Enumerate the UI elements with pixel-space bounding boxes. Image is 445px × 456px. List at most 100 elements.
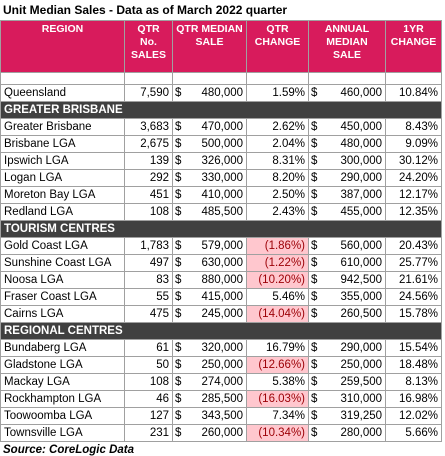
sales-cell: 292	[124, 169, 173, 187]
sales-cell: 55	[124, 288, 173, 306]
sales-cell: 61	[124, 339, 173, 357]
region-cell: Ipswich LGA	[0, 152, 125, 170]
currency-cell: $	[172, 407, 185, 425]
qtr-median-cell: 245,000	[184, 305, 248, 323]
annual-change-cell: 30.12%	[385, 152, 443, 170]
qtr-median-cell: 500,000	[184, 135, 248, 153]
currency-cell: $	[308, 169, 321, 187]
qtr-median-cell: 274,000	[184, 373, 248, 391]
annual-change-cell: 12.35%	[385, 203, 443, 221]
annual-median-cell: 290,000	[320, 169, 387, 187]
header-cell: ANNUAL MEDIAN SALE	[308, 20, 387, 73]
region-cell: Queensland	[0, 84, 125, 102]
header-cell: QTR No. SALES	[124, 20, 173, 73]
sales-cell: 108	[124, 373, 173, 391]
currency-cell: $	[172, 203, 185, 221]
header-cell: REGION	[0, 20, 125, 73]
qtr-change-cell: (10.34%)	[246, 424, 310, 442]
currency-cell: $	[308, 407, 321, 425]
qtr-change-cell: (10.20%)	[246, 271, 310, 289]
qtr-median-cell: 326,000	[184, 152, 248, 170]
annual-change-cell: 15.54%	[385, 339, 443, 357]
qtr-change-cell: (12.66%)	[246, 356, 310, 374]
currency-cell: $	[308, 390, 321, 408]
sales-cell: 50	[124, 356, 173, 374]
annual-change-cell: 24.20%	[385, 169, 443, 187]
sales-cell: 127	[124, 407, 173, 425]
data-row: Rockhampton LGA 46 $285,500 (16.03%) $310,00…	[0, 390, 443, 408]
currency-cell: $	[172, 169, 185, 187]
annual-median-cell: 300,000	[320, 152, 387, 170]
qtr-median-cell: 330,000	[184, 169, 248, 187]
region-cell: Townsville LGA	[0, 424, 125, 442]
region-cell: Rockhampton LGA	[0, 390, 125, 408]
data-row: Queensland 7,590 $480,000 1.59% $460,000 10.8…	[0, 84, 443, 102]
data-row: Bundaberg LGA 61 $320,000 16.79% $290,000 15.…	[0, 339, 443, 357]
currency-cell: $	[308, 118, 321, 136]
sales-cell: 231	[124, 424, 173, 442]
header-cell: QTR CHANGE	[246, 20, 310, 73]
annual-median-cell: 560,000	[320, 237, 387, 255]
currency-cell: $	[172, 84, 185, 102]
data-row: Fraser Coast LGA 55 $415,000 5.46% $355,000 2…	[0, 288, 443, 306]
sales-cell: 2,675	[124, 135, 173, 153]
annual-change-cell: 24.56%	[385, 288, 443, 306]
table-title: Unit Median Sales - Data as of March 202…	[3, 3, 288, 17]
qtr-median-cell: 579,000	[184, 237, 248, 255]
sales-cell: 7,590	[124, 84, 173, 102]
currency-cell: $	[308, 373, 321, 391]
region-cell: Toowoomba LGA	[0, 407, 125, 425]
currency-cell: $	[172, 339, 185, 357]
currency-cell: $	[172, 373, 185, 391]
annual-median-cell: 319,250	[320, 407, 387, 425]
qtr-median-cell: 320,000	[184, 339, 248, 357]
qtr-change-cell: 8.31%	[246, 152, 310, 170]
annual-change-cell: 9.09%	[385, 135, 443, 153]
currency-cell: $	[308, 186, 321, 204]
qtr-median-cell: 415,000	[184, 288, 248, 306]
qtr-change-cell: (1.86%)	[246, 237, 310, 255]
annual-change-cell: 10.84%	[385, 84, 443, 102]
annual-change-cell: 25.77%	[385, 254, 443, 272]
currency-cell: $	[172, 254, 185, 272]
data-row: Greater Brisbane 3,683 $470,000 2.62% $450,0…	[0, 118, 443, 136]
sales-cell: 139	[124, 152, 173, 170]
region-cell: Fraser Coast LGA	[0, 288, 125, 306]
currency-cell: $	[308, 84, 321, 102]
annual-median-cell: 460,000	[320, 84, 387, 102]
annual-change-cell: 5.66%	[385, 424, 443, 442]
currency-cell: $	[172, 424, 185, 442]
data-row: Gladstone LGA 50 $250,000 (12.66%) $250,000 1…	[0, 356, 443, 374]
annual-median-cell: 260,500	[320, 305, 387, 323]
region-cell: Noosa LGA	[0, 271, 125, 289]
region-cell: Greater Brisbane	[0, 118, 125, 136]
currency-cell: $	[308, 135, 321, 153]
data-row: Brisbane LGA 2,675 $500,000 2.04% $480,000 9.…	[0, 135, 443, 153]
qtr-change-cell: 7.34%	[246, 407, 310, 425]
data-row: Noosa LGA 83 $880,000 (10.20%) $942,500 21.61…	[0, 271, 443, 289]
qtr-change-cell: 16.79%	[246, 339, 310, 357]
region-cell: Brisbane LGA	[0, 135, 125, 153]
annual-change-cell: 12.02%	[385, 407, 443, 425]
header-row: REGION QTR No. SALES QTR MEDIAN SALE QTR…	[0, 20, 443, 73]
qtr-median-cell: 485,500	[184, 203, 248, 221]
annual-change-cell: 21.61%	[385, 271, 443, 289]
qtr-median-cell: 285,500	[184, 390, 248, 408]
annual-median-cell: 450,000	[320, 118, 387, 136]
sales-cell: 3,683	[124, 118, 173, 136]
qtr-median-cell: 260,000	[184, 424, 248, 442]
sales-table: REGION QTR No. SALES QTR MEDIAN SALE QTR…	[0, 20, 443, 442]
qtr-median-cell: 480,000	[184, 84, 248, 102]
sales-cell: 46	[124, 390, 173, 408]
qtr-change-cell: 8.20%	[246, 169, 310, 187]
currency-cell: $	[172, 356, 185, 374]
currency-cell: $	[172, 390, 185, 408]
currency-cell: $	[172, 135, 185, 153]
annual-change-cell: 8.43%	[385, 118, 443, 136]
currency-cell: $	[172, 152, 185, 170]
currency-cell: $	[172, 186, 185, 204]
currency-cell: $	[172, 118, 185, 136]
section-row: TOURISM CENTRES	[0, 220, 443, 238]
qtr-change-cell: 5.46%	[246, 288, 310, 306]
region-cell: Logan LGA	[0, 169, 125, 187]
